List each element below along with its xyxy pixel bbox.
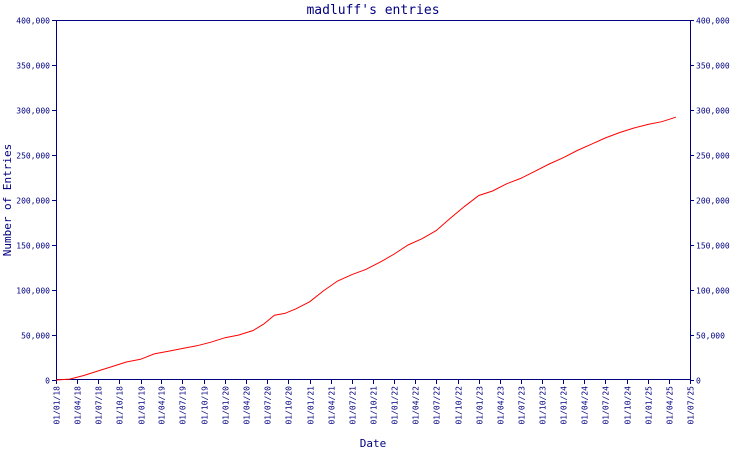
x-tick-label: 01/07/21 <box>349 386 358 425</box>
y-axis-left: 0 50,000 100,000 150,000 200,000 250,000 300,0… <box>16 17 56 386</box>
x-tick-label: 01/04/18 <box>74 386 83 425</box>
x-tick-label: 01/04/21 <box>328 386 337 425</box>
x-tick-label: 01/07/18 <box>95 386 104 425</box>
x-tick-label: 01/07/24 <box>602 386 611 425</box>
y-tick-label-left: 50,000 <box>21 332 50 341</box>
y-tick-label-right: 350,000 <box>696 62 730 71</box>
x-tick-label: 01/10/19 <box>201 386 210 425</box>
y-tick-label-right: 300,000 <box>696 107 730 116</box>
entries-series-line <box>55 116 677 381</box>
y-tick-label-right: 0 <box>696 377 701 386</box>
x-tick-label: 01/10/21 <box>370 386 379 425</box>
chart-title: madluff's entries <box>306 3 439 18</box>
x-tick-label: 01/04/25 <box>666 386 675 425</box>
x-tick-label: 01/07/20 <box>264 386 273 425</box>
x-tick-label: 01/01/22 <box>391 386 400 425</box>
x-tick-label: 01/01/23 <box>476 386 485 425</box>
x-tick-label: 01/07/22 <box>433 386 442 425</box>
x-tick-label: 01/01/24 <box>560 386 569 425</box>
y-tick-label-right: 200,000 <box>696 197 730 206</box>
y-tick-label-left: 200,000 <box>16 197 50 206</box>
x-tick-label: 01/04/24 <box>581 386 590 425</box>
x-tick-label: 01/01/21 <box>307 386 316 425</box>
y-tick-label-right: 250,000 <box>696 152 730 161</box>
x-tick-label: 01/04/19 <box>158 386 167 425</box>
x-tick-label: 01/10/24 <box>624 386 633 425</box>
x-tick-label: 01/07/23 <box>518 386 527 425</box>
x-tick-label: 01/04/23 <box>497 386 506 425</box>
x-axis: 01/01/18 01/04/18 01/07/18 01/10/18 01/01/19… <box>53 380 696 425</box>
x-tick-label: 01/01/19 <box>138 386 147 425</box>
x-tick-label: 01/07/19 <box>179 386 188 425</box>
y-tick-label-left: 150,000 <box>16 242 50 251</box>
y-tick-label-left: 300,000 <box>16 107 50 116</box>
x-tick-label: 01/04/22 <box>412 386 421 425</box>
y-tick-label-left: 400,000 <box>16 17 50 26</box>
x-tick-label: 01/04/20 <box>243 386 252 425</box>
plot-frame <box>56 20 691 380</box>
x-tick-label: 01/10/22 <box>455 386 464 425</box>
x-axis-label: Date <box>360 437 387 450</box>
x-tick-label: 01/07/25 <box>687 386 696 425</box>
x-tick-label: 01/01/25 <box>645 386 654 425</box>
y-axis-label: Number of Entries <box>1 144 14 257</box>
y-tick-label-left: 350,000 <box>16 62 50 71</box>
y-tick-label-right: 50,000 <box>696 332 725 341</box>
x-tick-label: 01/10/18 <box>116 386 125 425</box>
x-tick-label: 01/01/18 <box>53 386 62 425</box>
y-tick-label-left: 250,000 <box>16 152 50 161</box>
y-tick-label-left: 100,000 <box>16 287 50 296</box>
y-tick-label-right: 100,000 <box>696 287 730 296</box>
x-tick-label: 01/10/20 <box>285 386 294 425</box>
x-tick-label: 01/01/20 <box>222 386 231 425</box>
y-tick-label-left: 0 <box>45 377 50 386</box>
y-tick-label-right: 400,000 <box>696 17 730 26</box>
x-tick-label: 01/10/23 <box>539 386 548 425</box>
y-axis-right: 0 50,000 100,000 150,000 200,000 250,000 300,0… <box>690 17 730 386</box>
y-tick-label-right: 150,000 <box>696 242 730 251</box>
